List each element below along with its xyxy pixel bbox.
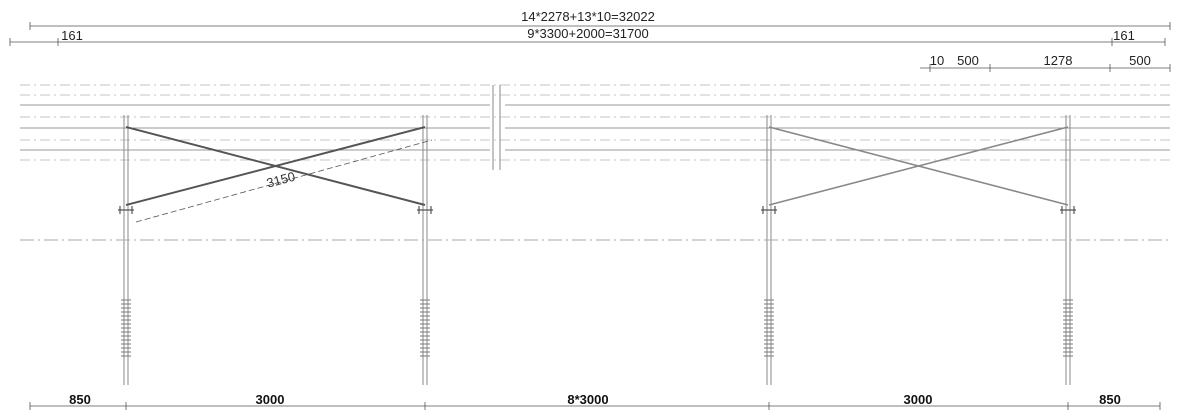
dim-edge-left: 850 [69,392,91,407]
dim-overhang-left: 161 [61,28,83,43]
dim-middle-bays: 8*3000 [567,392,608,407]
break-marks [492,85,501,170]
dim-bay-left: 3000 [256,392,285,407]
dim-gap: 10 [930,53,944,68]
dim-clamp-offset: 500 [957,53,979,68]
ground-screw-left-2 [420,299,430,357]
top-dimension-lines [9,22,1171,72]
dim-clamp-offset-end: 500 [1129,53,1151,68]
diagonal-dimension [135,139,433,223]
dim-total-modules: 14*2278+13*10=32022 [521,9,655,24]
ground-screw-right-2 [1063,299,1073,357]
dim-bay-right: 3000 [904,392,933,407]
ground-screw-right-1 [764,299,774,357]
dim-edge-right: 850 [1099,392,1121,407]
rails [20,84,1170,161]
cross-brace-left [125,126,426,206]
dim-overhang-right: 161 [1113,28,1135,43]
dim-total-span: 9*3300+2000=31700 [527,26,648,41]
bottom-dimension-line [29,402,1161,410]
dim-diagonal-brace: 3150 [265,169,297,191]
cross-brace-right [768,126,1069,206]
dim-module-width: 1278 [1044,53,1073,68]
ground-screw-left-1 [121,299,131,357]
